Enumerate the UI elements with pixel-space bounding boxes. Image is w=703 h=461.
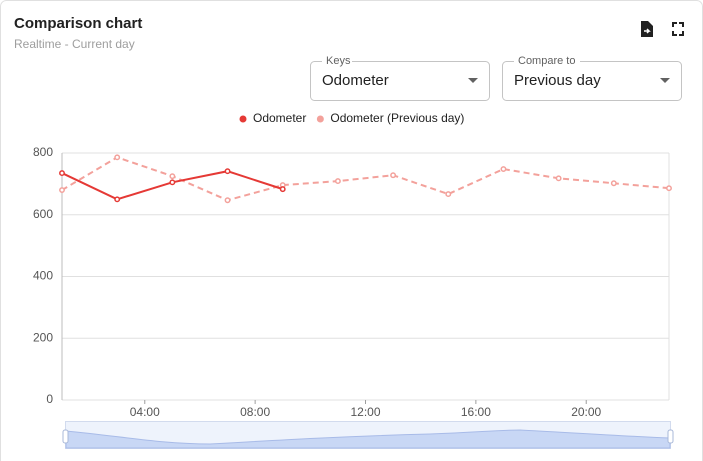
widget-title: Comparison chart: [14, 15, 142, 32]
legend-label: Odometer (Previous day): [330, 111, 464, 125]
point: [500, 166, 507, 173]
fullscreen-button[interactable]: [672, 22, 684, 36]
point: [334, 178, 341, 185]
point: [224, 168, 231, 175]
point: [59, 170, 65, 177]
x-tick-label: 16:00: [461, 405, 491, 419]
y-tick-label: 400: [33, 269, 53, 283]
y-tick-label: 200: [33, 330, 53, 344]
keys-select[interactable]: Keys Odometer: [310, 55, 490, 101]
widget-subtitle: Realtime - Current day: [14, 37, 135, 51]
point: [59, 187, 65, 194]
point: [390, 172, 397, 179]
series-line: [61, 156, 670, 202]
y-tick-label: 600: [33, 207, 53, 221]
select-label: Compare to: [518, 55, 575, 67]
point: [169, 173, 176, 180]
point: [445, 191, 452, 198]
point: [666, 185, 672, 192]
y-tick-label: 800: [33, 145, 53, 159]
x-tick-label: 20:00: [571, 405, 601, 419]
y-tick-label: 0: [46, 392, 53, 406]
point: [169, 179, 176, 186]
legend-marker: [316, 115, 324, 123]
x-tick-label: 12:00: [350, 405, 380, 419]
data-zoom[interactable]: [62, 421, 674, 449]
legend-label: Odometer: [253, 111, 306, 125]
x-tick-label: 04:00: [130, 405, 160, 419]
point: [224, 197, 231, 204]
point: [114, 196, 121, 203]
x-tick-label: 08:00: [240, 405, 270, 419]
point: [610, 180, 617, 187]
select-value: Odometer: [322, 72, 389, 89]
point: [114, 154, 121, 161]
export-button[interactable]: [641, 21, 653, 37]
legend-marker: [239, 115, 247, 123]
point: [555, 175, 562, 182]
compare-select[interactable]: Compare to Previous day: [502, 55, 682, 101]
select-value: Previous day: [514, 72, 601, 89]
select-label: Keys: [326, 55, 351, 67]
point: [279, 186, 286, 193]
